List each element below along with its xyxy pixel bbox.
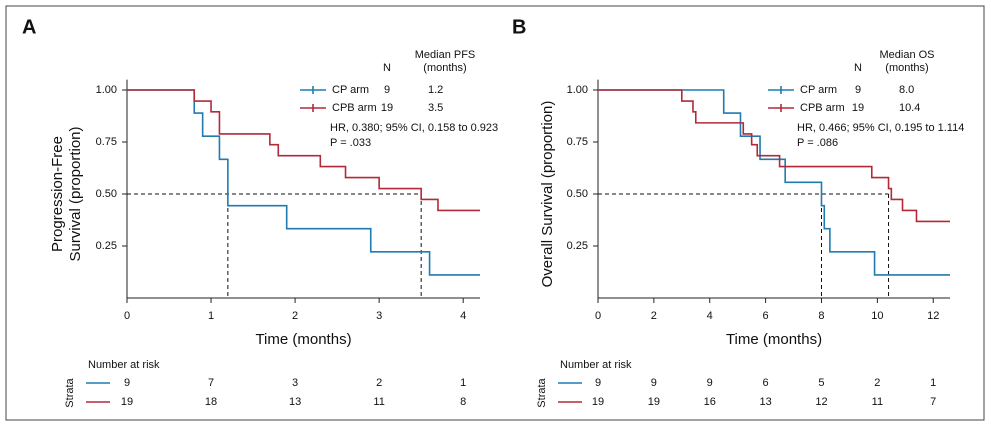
- panel-label: B: [512, 16, 526, 38]
- survival-curve: [598, 89, 950, 223]
- survival-curve: [598, 89, 950, 276]
- x-tick-label: 6: [763, 310, 769, 322]
- risk-count: 12: [815, 396, 827, 408]
- annotation: HR, 0.380; 95% CI, 0.158 to 0.923: [330, 122, 498, 134]
- figure-border: [5, 5, 985, 421]
- risk-count: 13: [759, 396, 771, 408]
- risk-count: 13: [289, 396, 301, 408]
- x-tick-label: 0: [595, 310, 601, 322]
- y-tick-label: 0.50: [567, 188, 588, 200]
- legend-median: 10.4: [899, 102, 920, 114]
- y-tick-label: 0.50: [96, 188, 117, 200]
- x-tick-label: 2: [651, 310, 657, 322]
- risk-count: 9: [707, 377, 713, 389]
- legend-label: CPB arm: [800, 102, 845, 114]
- risk-count: 1: [460, 377, 466, 389]
- legend-n: 19: [381, 102, 393, 114]
- x-axis-label: Time (months): [726, 331, 822, 348]
- y-tick-label: 1.00: [567, 84, 588, 96]
- strata-label: Strata: [536, 377, 548, 407]
- legend-n: 19: [852, 102, 864, 114]
- x-tick-label: 3: [376, 310, 382, 322]
- risk-count: 9: [124, 377, 130, 389]
- risk-count: 1: [930, 377, 936, 389]
- survival-curve: [127, 89, 480, 212]
- risk-count: 19: [121, 396, 133, 408]
- panel-label: A: [22, 16, 36, 38]
- risk-count: 16: [704, 396, 716, 408]
- risk-table-title: Number at risk: [88, 359, 160, 371]
- risk-count: 9: [651, 377, 657, 389]
- x-tick-label: 4: [707, 310, 713, 322]
- legend-median: 8.0: [899, 84, 914, 96]
- y-tick-label: 0.75: [567, 136, 588, 148]
- legend-header-n: N: [854, 62, 862, 74]
- risk-count: 19: [592, 396, 604, 408]
- y-tick-label: 0.25: [567, 240, 588, 252]
- risk-count: 7: [930, 396, 936, 408]
- annotation: P = .033: [330, 137, 371, 149]
- risk-count: 11: [872, 396, 883, 408]
- risk-count: 8: [460, 396, 466, 408]
- y-tick-label: 1.00: [96, 84, 117, 96]
- legend-n: 9: [384, 84, 390, 96]
- legend-header-median: (months): [423, 62, 466, 74]
- risk-count: 2: [874, 377, 880, 389]
- legend-header-median: Median OS: [879, 49, 934, 61]
- legend-header-n: N: [383, 62, 391, 74]
- legend-n: 9: [855, 84, 861, 96]
- y-tick-label: 0.75: [96, 136, 117, 148]
- risk-count: 5: [818, 377, 824, 389]
- risk-count: 2: [376, 377, 382, 389]
- risk-count: 11: [373, 396, 384, 408]
- legend-label: CP arm: [800, 84, 837, 96]
- x-tick-label: 4: [460, 310, 466, 322]
- x-tick-label: 12: [927, 310, 939, 322]
- annotation: P = .086: [797, 137, 838, 149]
- legend-header-median: (months): [885, 62, 928, 74]
- x-tick-label: 8: [818, 310, 824, 322]
- legend-label: CPB arm: [332, 102, 377, 114]
- y-axis-label: Progression-Free: [49, 136, 66, 252]
- y-tick-label: 0.25: [96, 240, 117, 252]
- legend-median: 3.5: [428, 102, 443, 114]
- annotation: HR, 0.466; 95% CI, 0.195 to 1.114: [797, 122, 964, 134]
- risk-count: 19: [648, 396, 660, 408]
- y-axis-label: Overall Survival (proportion): [539, 101, 556, 288]
- y-axis-label: Survival (proportion): [67, 126, 84, 261]
- risk-table-title: Number at risk: [560, 359, 632, 371]
- risk-count: 9: [595, 377, 601, 389]
- x-tick-label: 1: [208, 310, 214, 322]
- x-axis-label: Time (months): [255, 331, 351, 348]
- x-tick-label: 2: [292, 310, 298, 322]
- legend-header-median: Median PFS: [415, 49, 476, 61]
- survival-curve: [127, 89, 480, 276]
- legend-median: 1.2: [428, 84, 443, 96]
- risk-count: 6: [763, 377, 769, 389]
- legend-label: CP arm: [332, 84, 369, 96]
- strata-label: Strata: [64, 377, 76, 407]
- risk-count: 7: [208, 377, 214, 389]
- x-tick-label: 0: [124, 310, 130, 322]
- x-tick-label: 10: [871, 310, 883, 322]
- risk-count: 18: [205, 396, 217, 408]
- risk-count: 3: [292, 377, 298, 389]
